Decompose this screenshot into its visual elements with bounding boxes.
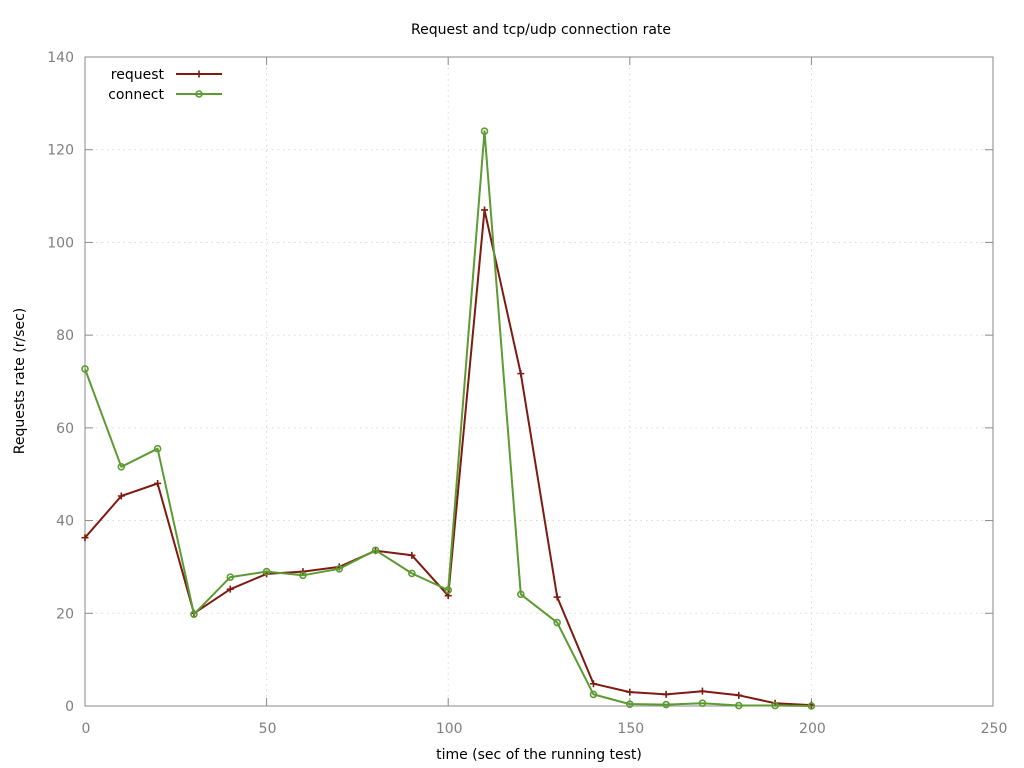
legend: request connect [108,67,222,103]
x-tick-label: 0 [82,721,91,737]
chart-title: Request and tcp/udp connection rate [411,22,671,38]
data-point-request [589,680,597,688]
data-point-request [735,691,743,699]
data-point-connect [807,702,816,710]
data-point-request [626,688,634,696]
grid [85,57,993,706]
y-tick-label: 100 [47,235,74,251]
data-point-request [481,206,489,214]
data-point-request [117,492,125,500]
series-connect [81,127,816,710]
y-tick-label: 40 [56,514,74,530]
data-point-connect [734,701,743,710]
data-point-connect [625,700,634,708]
data-point-connect [371,546,380,555]
legend-label: connect [108,87,164,103]
data-point-connect [226,573,235,581]
data-point-connect [517,590,525,599]
legend-item-request: request [111,67,222,83]
y-axis-label: Requests rate (r/sec) [12,308,28,455]
axis-ticks: 0 20 40 60 80 100 120 140 0 50 100 150 200 250 [47,50,1007,737]
legend-marker [195,70,203,78]
data-point-connect [335,564,344,573]
y-tick-label: 20 [56,606,74,622]
legend-item-connect: connect [108,87,222,103]
y-tick-label: 120 [47,143,74,159]
y-tick-label: 60 [56,421,74,437]
data-point-request [553,593,561,601]
data-point-connect [589,690,598,699]
x-tick-label: 100 [436,721,463,737]
data-point-request [154,479,162,487]
data-point-connect [81,365,89,373]
data-point-request [81,534,89,542]
data-point-request [408,551,416,559]
x-tick-label: 200 [799,721,826,737]
y-tick-label: 80 [56,328,74,344]
data-point-request [226,585,234,593]
y-tick-label: 0 [65,699,74,715]
data-point-connect [408,569,416,578]
series-line-request [84,209,812,707]
x-axis-label: time (sec of the running test) [436,747,642,763]
data-point-connect [262,567,271,576]
series-request [81,206,815,709]
data-point-connect [299,571,307,580]
data-point-connect [190,610,198,619]
data-point-connect [662,700,670,709]
data-point-request [698,687,706,695]
y-tick-label: 140 [47,50,74,66]
data-point-connect [444,586,453,594]
plot-border [84,56,994,707]
x-tick-label: 250 [981,721,1008,737]
data-point-connect [553,618,561,627]
data-point-connect [771,701,779,710]
legend-label: request [111,67,165,83]
data-point-connect [153,444,162,453]
data-point-connect [117,462,126,471]
data-point-request [662,690,670,698]
x-tick-label: 50 [259,721,277,737]
data-point-connect [480,127,489,135]
data-point-request [517,370,525,378]
series-group [81,127,816,710]
x-tick-label: 150 [617,721,644,737]
series-line-connect [84,130,812,707]
legend-marker [195,90,203,98]
data-point-connect [698,699,707,708]
